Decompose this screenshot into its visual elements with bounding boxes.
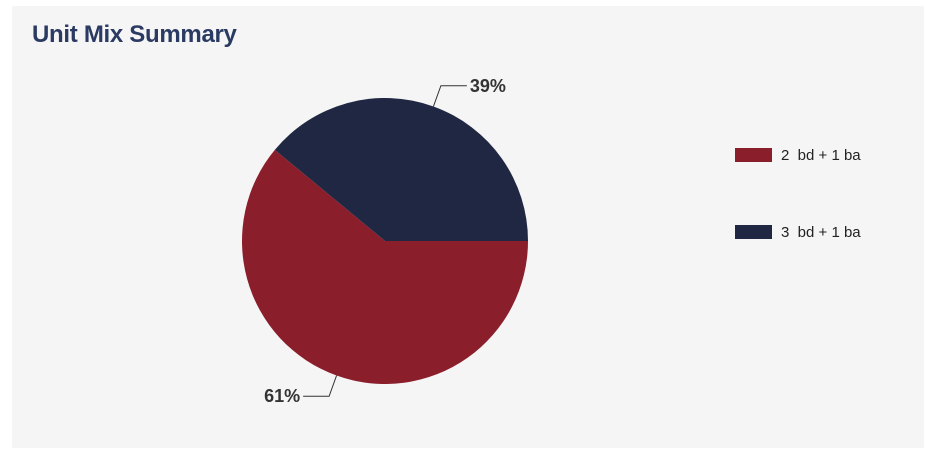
legend-label-3bd: 3 bd + 1 ba [781,223,861,241]
legend-item-3bd[interactable]: 3 bd + 1 ba [735,222,861,242]
slice-label-2: 39% [470,76,506,96]
chart-legend: 2 bd + 1 ba 3 bd + 1 ba [735,145,861,299]
pie-labels: 61% 39% [264,76,506,406]
legend-swatch-2bd [735,148,772,162]
pie-slices [241,98,529,384]
leader-line-2 [432,85,467,107]
pie-slice-2[interactable] [274,98,528,242]
legend-item-2bd[interactable]: 2 bd + 1 ba [735,145,861,165]
legend-label-2bd: 2 bd + 1 ba [781,146,861,164]
leader-line-1 [303,375,338,397]
chart-title: Unit Mix Summary [32,21,237,48]
pie-slice-1[interactable] [241,149,529,384]
legend-swatch-3bd [735,225,772,239]
slice-label-1: 61% [264,386,300,406]
